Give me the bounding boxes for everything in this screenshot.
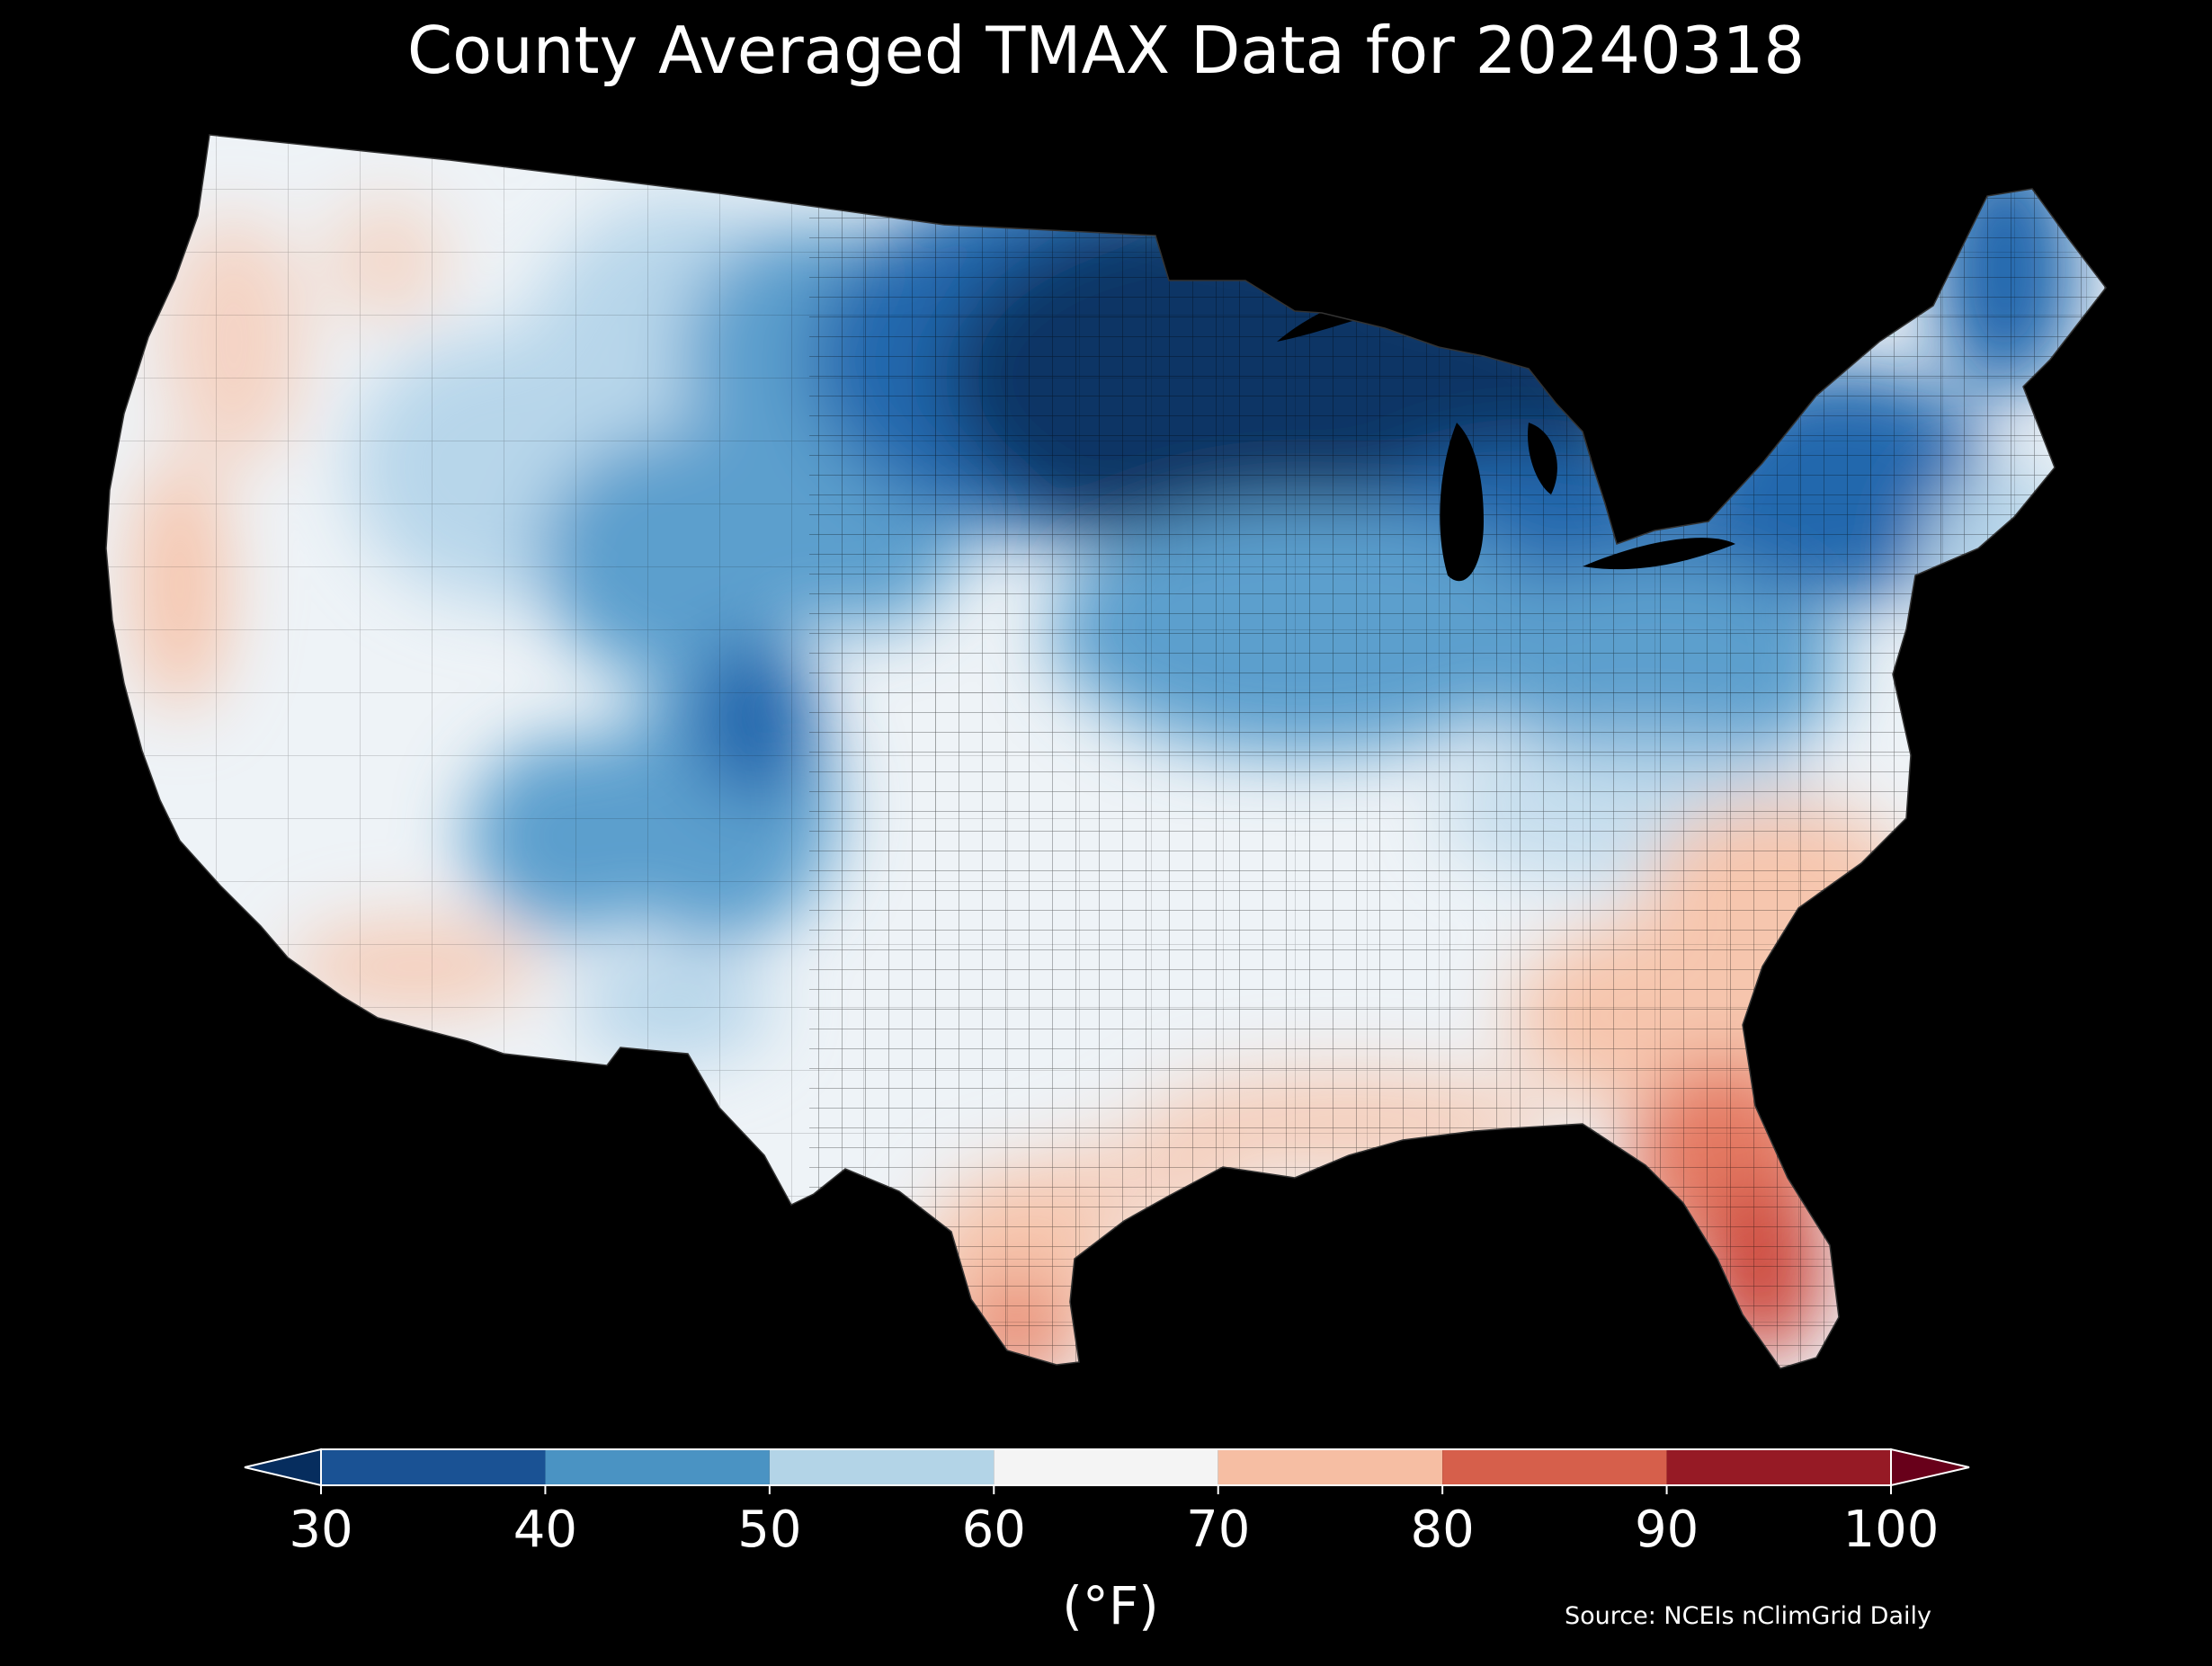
colorbar-tick-label: 30 (289, 1501, 352, 1559)
great-lakes (1277, 290, 1735, 582)
colorbar-over-triangle (1890, 1448, 1970, 1487)
colorbar: 30 40 50 60 70 80 90 100 (244, 1448, 1970, 1559)
colorbar-border (320, 1448, 1892, 1486)
colorbar-bin-90-100 (1666, 1449, 1891, 1485)
colorbar-bin-40-50 (545, 1449, 770, 1485)
colorbar-tick-label: 50 (737, 1501, 801, 1559)
colorbar-bin-60-70 (994, 1449, 1218, 1485)
map-title: County Averaged TMAX Data for 20240318 (406, 13, 1806, 88)
colorbar-tick-label: 60 (962, 1501, 1026, 1559)
colorbar-tick-label: 80 (1411, 1501, 1475, 1559)
colorbar-tick-label: 40 (513, 1501, 577, 1559)
us-outline (105, 134, 2107, 1369)
colorbar-bin-30-40 (321, 1449, 546, 1485)
source-note: Source: NCEIs nClimGrid Daily (1565, 1602, 1931, 1630)
colorbar-bin-70-80 (1217, 1449, 1443, 1485)
colorbar-under-triangle (244, 1448, 322, 1487)
colorbar-units-label: (°F) (1062, 1575, 1159, 1636)
colorbar-tick-label: 90 (1635, 1501, 1699, 1559)
colorbar-tick-label: 100 (1843, 1501, 1940, 1559)
colorbar-bin-50-60 (769, 1449, 995, 1485)
colorbar-tick-label: 70 (1186, 1501, 1250, 1559)
colorbar-bin-80-90 (1442, 1449, 1667, 1485)
